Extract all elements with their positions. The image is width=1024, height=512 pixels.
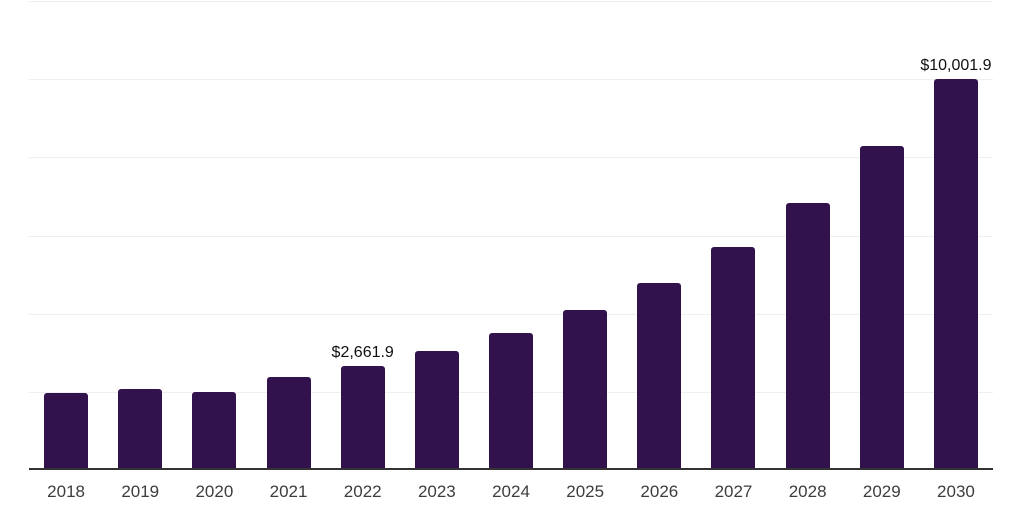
bar-2028[interactable] — [785, 202, 830, 470]
value-label-2030: $10,001.9 — [920, 57, 992, 75]
bar-2023[interactable] — [414, 350, 459, 470]
bar-2024[interactable] — [489, 333, 533, 470]
x-tick-label-2020: 2020 — [195, 482, 234, 501]
gridline-6000 — [29, 235, 993, 237]
plot-area: $2,661.9 $10,001.9 — [29, 1, 993, 470]
x-tick-label-2029: 2029 — [862, 482, 901, 501]
x-tick-label-2027: 2027 — [714, 482, 753, 501]
x-axis-tick-labels: 2018 2019 2020 2021 2022 2023 2024 2025 2026 2027… — [29, 483, 993, 505]
gridline-8000 — [29, 157, 993, 159]
x-tick-label-2021: 2021 — [269, 482, 308, 501]
gridline-12000 — [29, 1, 993, 2]
gridline-10000 — [29, 79, 993, 81]
bar-2025[interactable] — [563, 310, 608, 470]
bar-2027[interactable] — [711, 247, 756, 470]
value-label-2022: $2,661.9 — [331, 343, 394, 361]
x-tick-label-2022: 2022 — [343, 482, 382, 501]
bar-2029[interactable] — [859, 145, 904, 470]
bar-2018[interactable] — [44, 393, 89, 470]
bar-2026[interactable] — [637, 282, 682, 470]
bar-2022[interactable] — [340, 365, 385, 470]
x-tick-label-2025: 2025 — [566, 482, 605, 501]
bar-2019[interactable] — [118, 388, 163, 470]
gridline-4000 — [29, 313, 993, 315]
x-tick-label-2026: 2026 — [640, 482, 679, 501]
x-tick-label-2023: 2023 — [417, 482, 456, 501]
bar-2021[interactable] — [266, 377, 311, 470]
x-tick-label-2024: 2024 — [492, 482, 530, 501]
bar-2030[interactable] — [933, 79, 978, 470]
bar-2020[interactable] — [192, 391, 237, 470]
x-tick-label-2028: 2028 — [788, 482, 827, 501]
x-tick-label-2019: 2019 — [121, 482, 160, 501]
x-tick-label-2030: 2030 — [937, 482, 975, 501]
x-axis-line — [29, 468, 993, 470]
x-tick-label-2018: 2018 — [47, 482, 85, 501]
